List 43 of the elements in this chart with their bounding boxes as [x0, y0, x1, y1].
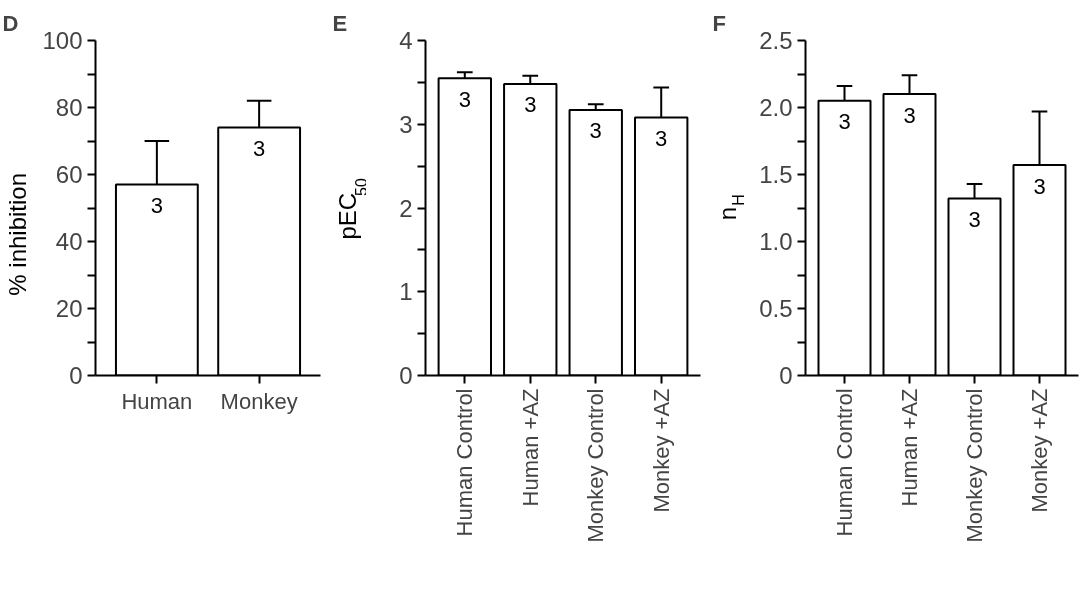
y-axis-title: nH: [713, 194, 747, 221]
annotation: 3: [838, 109, 851, 135]
x-tick-label: Human +AZ: [897, 388, 922, 507]
y-tick-label: 1.5: [759, 161, 793, 188]
y-tick-label: 80: [55, 94, 83, 121]
x-tick-label: Human Control: [452, 388, 478, 537]
x-tick-label: Monkey +AZ: [648, 388, 674, 513]
y-tick-label: 40: [55, 228, 83, 255]
y-tick-label: 1: [399, 278, 413, 306]
x-tick-label: Human +AZ: [517, 388, 543, 507]
annotation: 3: [458, 86, 471, 112]
y-tick-label: 60: [55, 161, 83, 188]
chart-title: E: [332, 10, 348, 36]
y-tick-label: 0: [399, 362, 413, 389]
chart-title: D: [2, 10, 19, 36]
x-tick-label: Monkey Control: [583, 388, 609, 543]
annotation: 3: [589, 118, 602, 144]
x-tick-label: Monkey: [220, 388, 298, 414]
y-axis-title: % inhibition: [3, 172, 31, 296]
y-tick-label: 2.0: [759, 94, 793, 121]
y-tick-label: 0: [69, 362, 83, 389]
annotation: 3: [524, 92, 537, 118]
y-tick-label: 2: [399, 194, 413, 222]
y-tick-label: 20: [55, 295, 83, 322]
y-tick-label: 1.0: [759, 228, 793, 255]
y-axis-title: pEC50: [333, 178, 370, 240]
annotation: 3: [1033, 173, 1046, 199]
x-tick-label: Human Control: [832, 388, 857, 537]
annotation: 3: [150, 192, 163, 218]
y-tick-label: 0.5: [759, 295, 793, 322]
y-tick-label: 2.5: [759, 27, 793, 54]
chart-title: F: [712, 10, 726, 36]
annotation: 3: [903, 102, 916, 128]
annotation: 3: [655, 125, 668, 151]
y-tick-label: 0: [779, 362, 793, 389]
annotation: 3: [253, 136, 266, 161]
y-tick-label: 100: [42, 27, 83, 54]
x-tick-label: Human: [121, 388, 193, 414]
annotation: 3: [968, 207, 981, 233]
y-tick-label: 4: [399, 27, 413, 54]
y-tick-label: 3: [399, 110, 413, 138]
x-tick-label: Monkey Control: [962, 388, 987, 543]
x-tick-label: Monkey +AZ: [1027, 388, 1052, 513]
